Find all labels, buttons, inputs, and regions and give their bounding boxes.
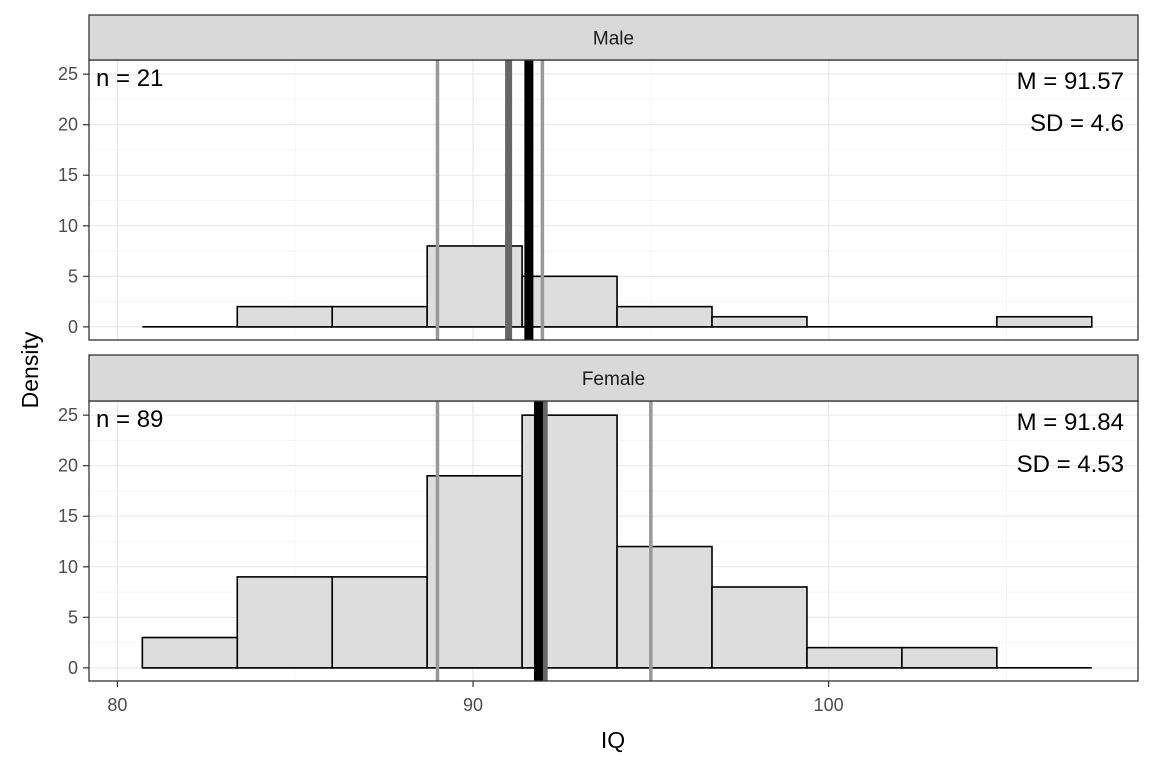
x-axis-title: IQ bbox=[601, 727, 625, 753]
n-label: n = 21 bbox=[96, 65, 163, 92]
histogram-bar bbox=[236, 305, 334, 328]
x-tick-label: 90 bbox=[463, 695, 483, 715]
y-tick-label: 20 bbox=[58, 115, 78, 135]
n-label: n = 89 bbox=[96, 406, 163, 433]
facet-strip bbox=[88, 14, 1139, 61]
y-tick-label: 25 bbox=[58, 405, 78, 425]
y-axis-title: Density bbox=[17, 331, 43, 408]
histogram-bar bbox=[236, 576, 334, 669]
histogram-bar bbox=[616, 545, 713, 669]
y-tick-label: 5 bbox=[68, 607, 78, 627]
histogram-bar bbox=[616, 305, 713, 328]
mean-label: M = 91.84 bbox=[1017, 409, 1124, 436]
facet-strip-label: Female bbox=[582, 369, 645, 390]
facet-panels: 0 5 10 15 20 25 n = 21 M = 91.57 SD = 4.6 Male 0 5 1… bbox=[58, 14, 1139, 682]
sd-label: SD = 4.53 bbox=[1017, 451, 1124, 478]
x-tick-label: 80 bbox=[107, 695, 127, 715]
y-tick-label: 15 bbox=[58, 165, 78, 185]
mean-label: M = 91.57 bbox=[1017, 68, 1124, 95]
x-axis: 80 90 100 bbox=[107, 681, 844, 715]
y-tick-label: 10 bbox=[58, 216, 78, 236]
histogram-bar bbox=[806, 646, 903, 669]
facet-strip bbox=[88, 354, 1139, 402]
histogram-bar bbox=[901, 646, 998, 669]
histogram-bar bbox=[996, 315, 1093, 328]
y-tick-label: 5 bbox=[68, 266, 78, 286]
histogram-bar bbox=[711, 315, 808, 328]
histogram-bar bbox=[331, 305, 428, 328]
histogram-bar bbox=[331, 576, 428, 669]
histogram-bar bbox=[426, 475, 523, 669]
y-tick-label: 10 bbox=[58, 557, 78, 577]
y-tick-label: 0 bbox=[68, 658, 78, 678]
y-tick-label: 0 bbox=[68, 317, 78, 337]
histogram-bar bbox=[711, 586, 808, 669]
sd-label: SD = 4.6 bbox=[1030, 110, 1124, 137]
x-tick-label: 100 bbox=[814, 695, 844, 715]
y-tick-label: 20 bbox=[58, 456, 78, 476]
facet-panel-male: 0 5 10 15 20 25 n = 21 M = 91.57 SD = 4.6 Male bbox=[58, 14, 1139, 341]
histogram-bar bbox=[521, 275, 618, 328]
y-tick-label: 15 bbox=[58, 506, 78, 526]
y-tick-label: 25 bbox=[58, 64, 78, 84]
histogram-bar bbox=[141, 636, 239, 669]
facet-strip-label: Male bbox=[593, 29, 634, 50]
facet-panel-female: 0 5 10 15 20 25 n = 89 M = 91.84 SD = 4.53 Female bbox=[58, 354, 1139, 682]
